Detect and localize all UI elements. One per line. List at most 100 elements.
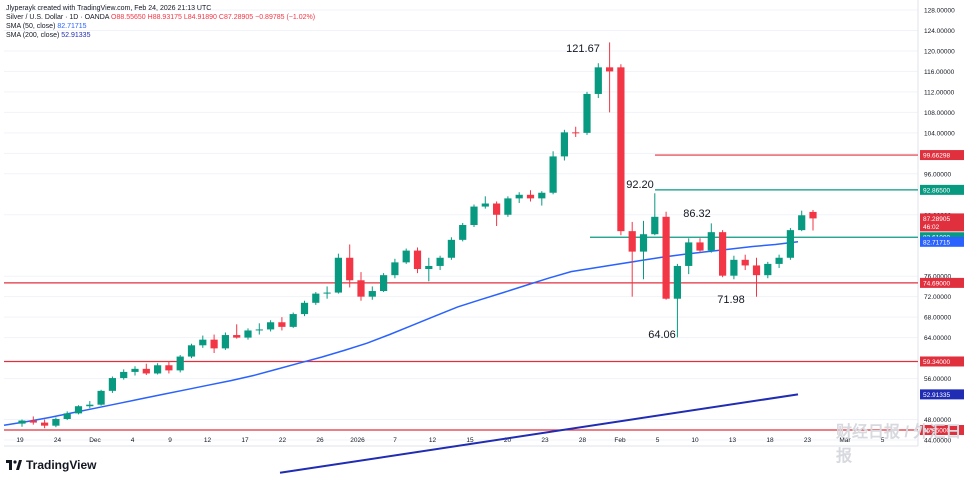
y-tick-label: 68.00000 <box>924 315 951 322</box>
candle-body <box>764 263 772 276</box>
candle-body <box>673 265 681 299</box>
high-value: H88.93175 <box>147 14 182 21</box>
hline-price-tag: 74.69000 <box>923 280 950 287</box>
hline-price-tag-bg <box>920 184 964 195</box>
candle-body <box>29 420 37 423</box>
candle-body <box>154 365 162 374</box>
x-tick-label: 19 <box>16 437 24 444</box>
sma200-legend[interactable]: SMA (200, close) 52.91335 <box>6 31 315 40</box>
x-tick-label: 5 <box>881 437 885 444</box>
candle-body <box>481 203 489 207</box>
candle-body <box>617 67 625 232</box>
candle-body <box>402 250 410 263</box>
x-tick-label: Feb <box>614 437 626 444</box>
candle-body <box>651 216 659 235</box>
close-value: C87.28905 <box>218 14 254 21</box>
tradingview-logo[interactable]: TradingView <box>6 458 96 472</box>
candle-body <box>798 215 806 231</box>
hline-price-tag-bg <box>920 356 964 367</box>
candle-body <box>368 291 376 297</box>
price-annotation: 71.98 <box>717 294 745 306</box>
x-tick-label: 10 <box>691 437 699 444</box>
watermark: 财经日报 / 外汇日报 <box>836 418 964 466</box>
y-tick-label: 56.00000 <box>924 376 951 383</box>
hline-price-tag: 99.66298 <box>923 153 950 160</box>
current-price-tag: 52.91335 <box>923 392 950 399</box>
x-tick-label: 4 <box>131 437 135 444</box>
candle-body <box>606 67 614 72</box>
candle-body <box>459 225 467 240</box>
candle-body <box>628 231 636 252</box>
candle-body <box>470 206 478 225</box>
price-annotation: 64.06 <box>648 329 676 341</box>
candle-body <box>594 67 602 94</box>
candle-body <box>685 242 693 266</box>
candle-body <box>63 413 71 420</box>
hline-price-tag-bg <box>920 425 964 436</box>
candle-body <box>18 420 26 424</box>
candle-body <box>108 378 116 391</box>
candle-body <box>187 345 196 357</box>
candle-body <box>86 404 94 407</box>
x-tick-label: 17 <box>241 437 249 444</box>
y-tick-label: 64.00000 <box>924 335 951 342</box>
sma50-legend[interactable]: SMA (50, close) 82.71715 <box>6 22 315 31</box>
price-annotation: 86.32 <box>683 208 711 220</box>
x-tick-label: 12 <box>429 437 437 444</box>
sma50-label: SMA (50, close) <box>6 23 56 30</box>
candle-body <box>346 257 354 281</box>
title-line: Jlyperayk created with TradingView.com, … <box>6 5 212 12</box>
y-tick-label: 104.00000 <box>924 130 955 137</box>
x-tick-label: 23 <box>541 437 549 444</box>
x-tick-label: 13 <box>729 437 737 444</box>
candle-body <box>142 368 150 374</box>
candle-body <box>357 280 365 297</box>
candle-body <box>741 259 749 266</box>
y-tick-label: 124.00000 <box>924 28 955 35</box>
candle-body <box>52 419 60 426</box>
current-price-tag-countdown: 46:02 <box>923 224 940 231</box>
low-value: L84.91890 <box>183 14 217 21</box>
candle-body <box>289 314 297 327</box>
candle-body <box>549 156 557 193</box>
y-tick-label: 108.00000 <box>924 110 955 117</box>
candle-body <box>312 293 320 303</box>
candle-body <box>41 422 49 426</box>
candle-body <box>730 259 738 276</box>
chart-legend: Jlyperayk created with TradingView.com, … <box>6 4 315 40</box>
candle-body <box>786 230 794 258</box>
candle-body <box>719 232 727 276</box>
candle-body <box>334 257 342 293</box>
tradingview-logo-text: TradingView <box>26 458 97 472</box>
candle-body <box>809 211 817 219</box>
y-tick-label: 96.00000 <box>924 171 951 178</box>
x-tick-label: 26 <box>316 437 324 444</box>
y-tick-label: 72.00000 <box>924 294 951 301</box>
candle-body <box>267 322 275 330</box>
y-tick-label: 48.00000 <box>924 417 951 424</box>
watermark-text: 财经日报 / 外汇日报 <box>836 424 962 465</box>
candle-body <box>221 335 229 349</box>
candle-body <box>707 232 715 251</box>
candle-body <box>176 356 184 371</box>
tradingview-logo-icon <box>6 460 22 470</box>
y-tick-label: 120.00000 <box>924 48 955 55</box>
candle-body <box>752 265 761 276</box>
x-tick-label: 15 <box>466 437 474 444</box>
candle-body <box>436 257 444 266</box>
x-tick-label: 2026 <box>350 437 365 444</box>
x-tick-label: 9 <box>168 437 172 444</box>
candle-body <box>300 302 309 315</box>
candle-body <box>391 262 399 276</box>
candle-body <box>493 203 501 215</box>
x-tick-label: 20 <box>504 437 512 444</box>
hline-price-tag: 92.86500 <box>923 187 950 194</box>
x-tick-label: 24 <box>54 437 62 444</box>
candle-body <box>255 329 263 331</box>
current-price-tag-bg <box>920 389 964 400</box>
candle-body <box>131 368 139 372</box>
y-tick-label: 128.00000 <box>924 8 955 15</box>
candle-body <box>210 339 218 349</box>
candle-body <box>583 93 591 133</box>
